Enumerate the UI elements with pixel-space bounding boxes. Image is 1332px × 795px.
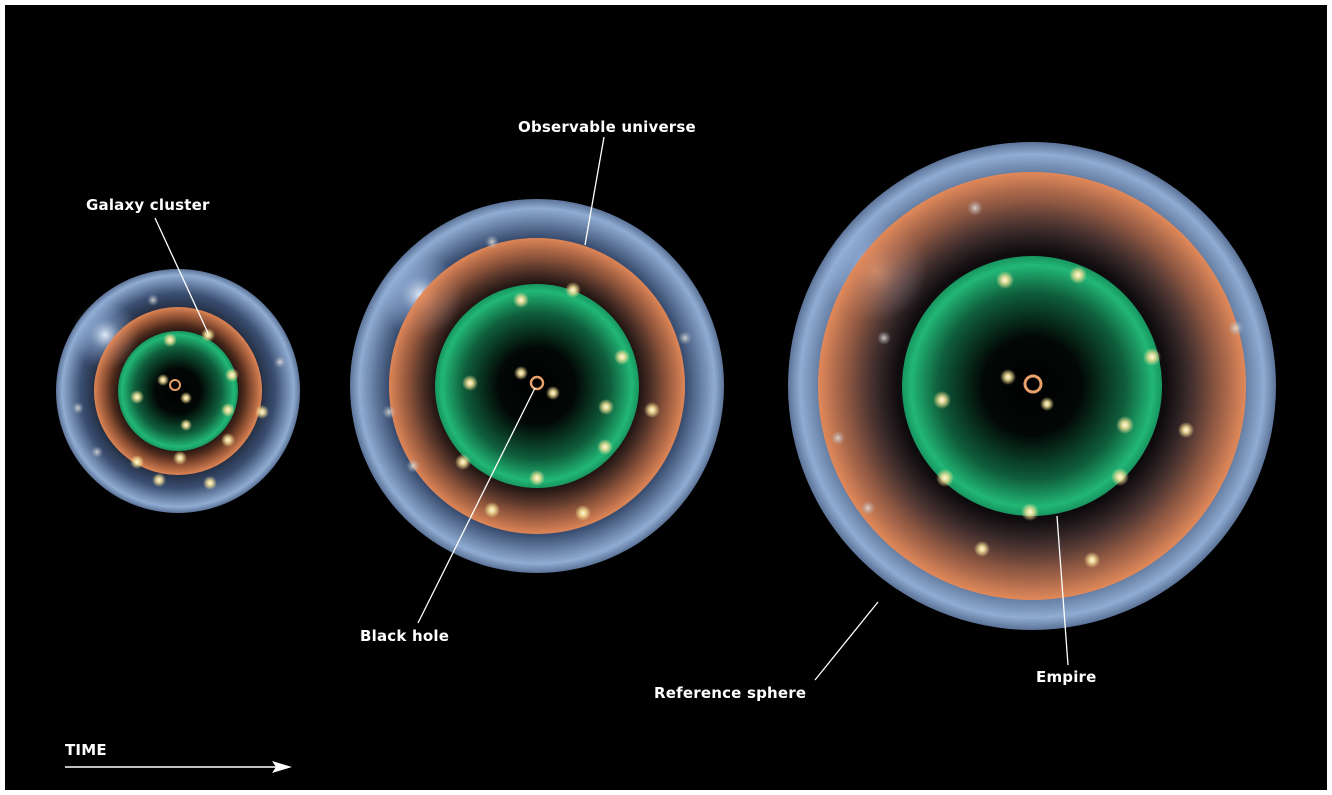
galaxy-faint (1228, 320, 1244, 336)
galaxy (455, 454, 471, 470)
galaxy (996, 271, 1014, 289)
galaxy (598, 399, 614, 415)
empire-late (902, 256, 1162, 516)
galaxy (1000, 369, 1016, 385)
label-observable-universe: Observable universe (518, 118, 696, 136)
empire-middle (435, 284, 639, 488)
stage-middle (350, 199, 724, 573)
galaxy (152, 473, 166, 487)
galaxy (180, 392, 192, 404)
galaxy (180, 419, 192, 431)
leader-galaxy-cluster (154, 217, 209, 334)
galaxy (1084, 552, 1100, 568)
galaxy (546, 386, 560, 400)
galaxy (1116, 416, 1134, 434)
galaxy-faint (967, 200, 983, 216)
galaxy (1021, 503, 1039, 521)
galaxy-faint (72, 402, 84, 414)
galaxy (1069, 266, 1087, 284)
galaxy (173, 451, 187, 465)
galaxy-faint (831, 431, 845, 445)
galaxy (163, 333, 177, 347)
galaxies-middle (382, 235, 692, 521)
galaxy (221, 433, 235, 447)
time-arrow (65, 761, 292, 773)
galaxy (201, 328, 215, 342)
galaxy (513, 292, 529, 308)
galaxy-faint (485, 235, 499, 249)
galaxy-faint (678, 331, 692, 345)
leader-reference-sphere (814, 601, 879, 681)
galaxy (203, 476, 217, 490)
galaxies-late (831, 200, 1244, 568)
label-reference-sphere: Reference sphere (654, 684, 807, 702)
galaxy (575, 505, 591, 521)
galaxy (130, 390, 144, 404)
galaxy (974, 541, 990, 557)
galaxy (1040, 397, 1054, 411)
galaxy (597, 439, 613, 455)
galaxy-faint (147, 294, 159, 306)
stage-early (56, 269, 300, 513)
galaxy (484, 502, 500, 518)
galaxy-faint (877, 331, 891, 345)
galaxy-faint (274, 356, 286, 368)
galaxy (644, 402, 660, 418)
leader-lines (154, 136, 1069, 681)
galaxy (462, 375, 478, 391)
galaxy (529, 470, 545, 486)
label-black-hole: Black hole (360, 627, 450, 645)
galaxy (1143, 348, 1161, 366)
arrow-head-icon (272, 761, 292, 773)
galaxy-faint (861, 501, 875, 515)
galaxy (1178, 422, 1194, 438)
label-galaxy-cluster: Galaxy cluster (86, 196, 210, 214)
galaxy (514, 366, 528, 380)
leader-observable-universe (584, 136, 605, 246)
galaxy (933, 391, 951, 409)
galaxy-faint (91, 446, 103, 458)
galaxies-early (72, 294, 286, 490)
galaxy (614, 349, 630, 365)
galaxy (157, 374, 169, 386)
leader-empire (1056, 515, 1069, 666)
empire-early (118, 331, 238, 451)
black-hole-early (169, 379, 181, 391)
leader-black-hole (417, 387, 536, 624)
galaxy (130, 455, 144, 469)
galaxy (1111, 468, 1129, 486)
galaxy (225, 368, 239, 382)
galaxy (565, 282, 581, 298)
black-hole-late (1023, 374, 1043, 394)
black-hole-middle (529, 375, 545, 391)
label-empire: Empire (1036, 668, 1097, 686)
galaxy (255, 405, 269, 419)
galaxy (936, 469, 954, 487)
label-time: TIME (65, 741, 107, 759)
stage-late (788, 142, 1276, 630)
galaxy-faint (406, 459, 420, 473)
galaxy-faint (382, 405, 396, 419)
galaxy (221, 403, 235, 417)
